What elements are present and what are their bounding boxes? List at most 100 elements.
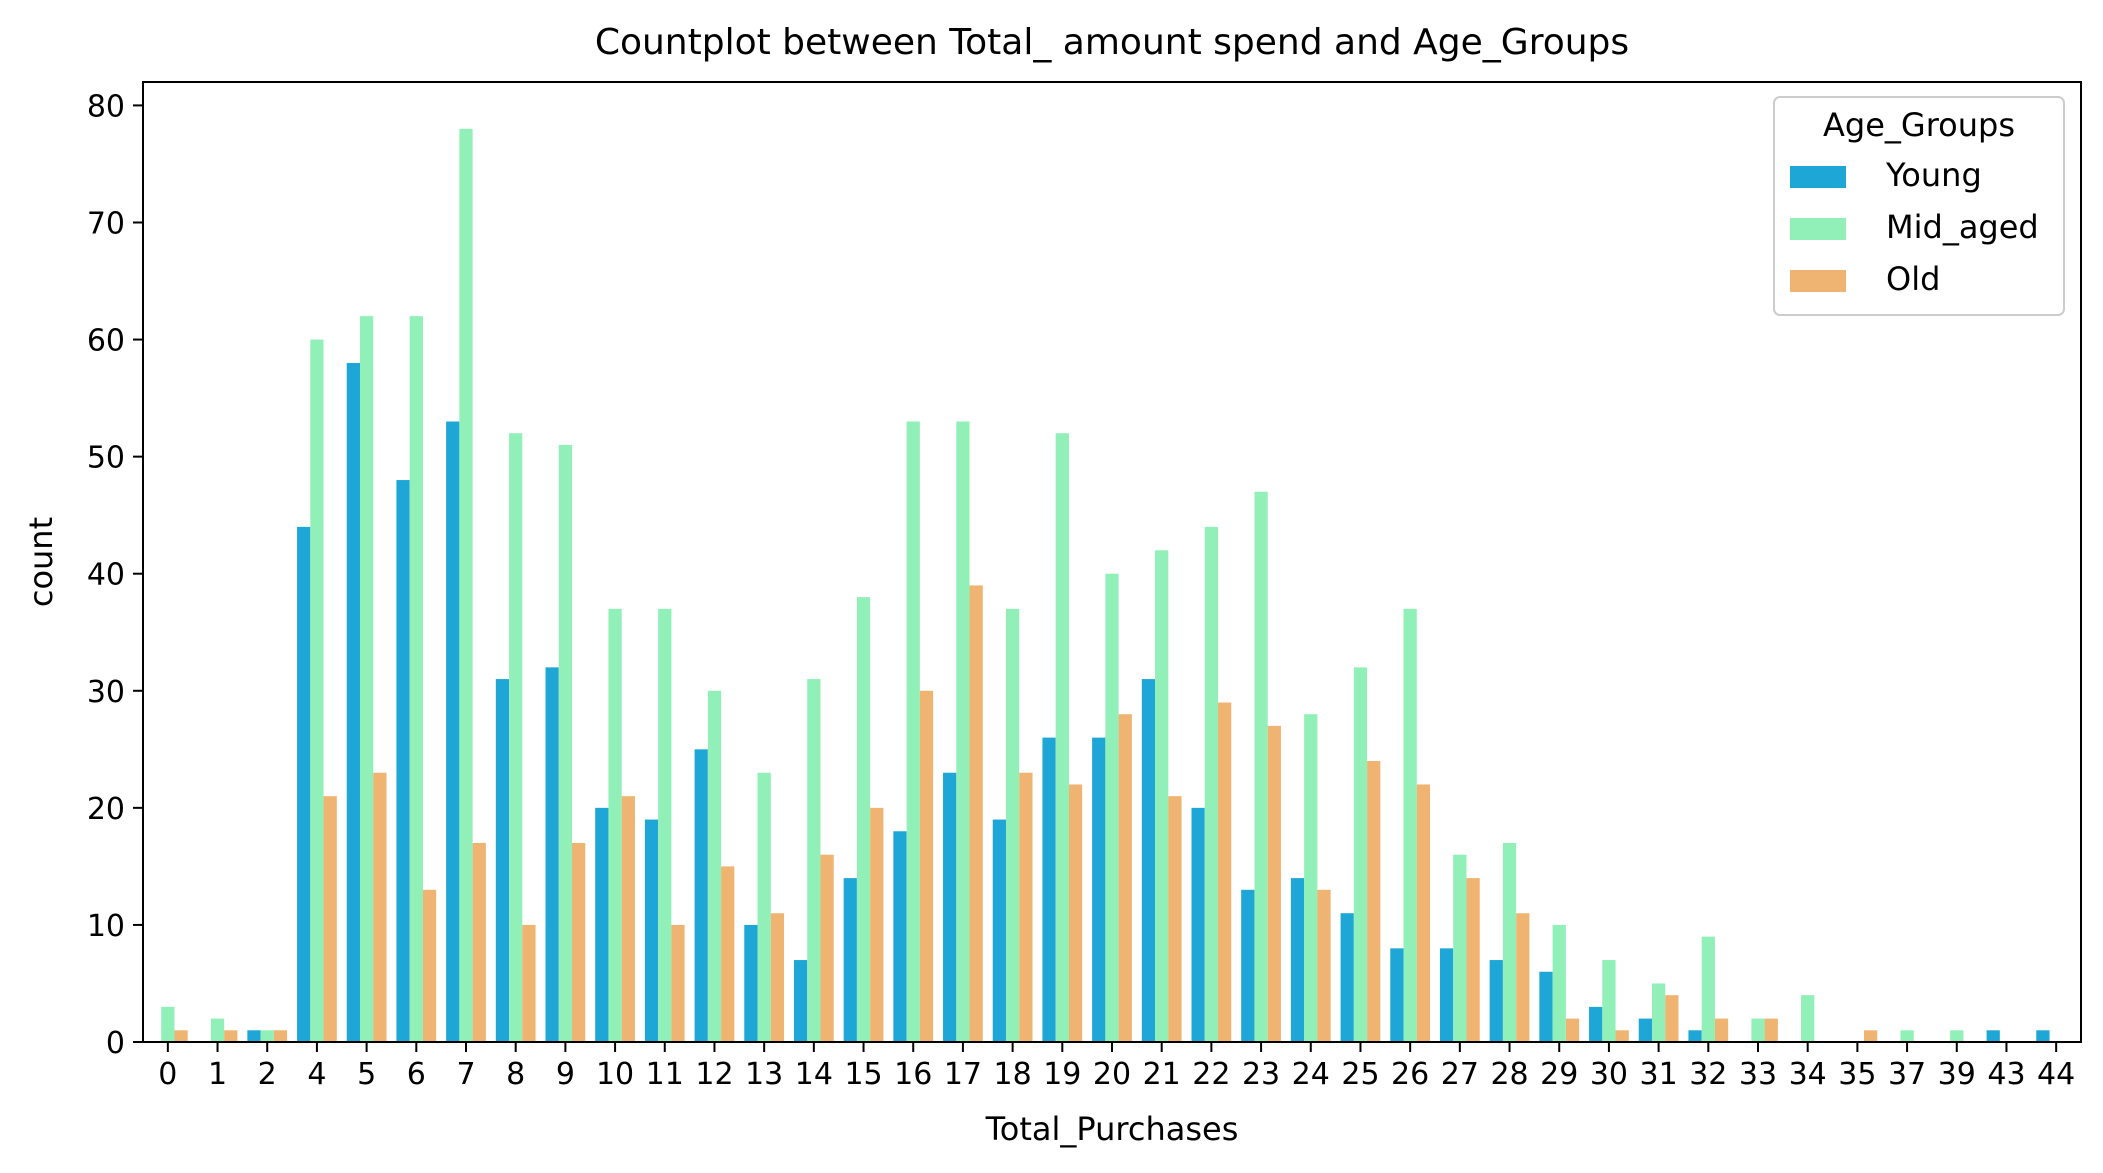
bar-mid-aged-24 bbox=[1304, 714, 1318, 1042]
x-axis-label: Total_Purchases bbox=[985, 1110, 1239, 1148]
bar-mid-aged-19 bbox=[1055, 433, 1069, 1043]
bar-old-1 bbox=[224, 1030, 238, 1042]
bar-young-2 bbox=[247, 1030, 261, 1042]
bar-young-12 bbox=[694, 749, 708, 1042]
bar-old-11 bbox=[671, 924, 685, 1042]
x-tick-label: 6 bbox=[407, 1057, 426, 1092]
bar-young-17 bbox=[943, 772, 957, 1042]
legend-label-young: Young bbox=[1885, 156, 1982, 194]
plot-frame bbox=[142, 81, 2082, 1043]
legend-title: Age_Groups bbox=[1823, 106, 2015, 144]
x-tick-label: 7 bbox=[456, 1057, 475, 1092]
bar-old-33 bbox=[1764, 1018, 1778, 1042]
bar-mid-aged-16 bbox=[906, 421, 920, 1042]
x-tick-label: 16 bbox=[894, 1057, 932, 1092]
bar-old-6 bbox=[422, 889, 437, 1042]
chart-title: Countplot between Total_ amount spend an… bbox=[595, 22, 1629, 63]
bar-mid-aged-31 bbox=[1651, 983, 1666, 1042]
bar-old-14 bbox=[820, 854, 834, 1042]
x-tick-label: 26 bbox=[1391, 1057, 1429, 1092]
y-tick-label: 30 bbox=[87, 675, 125, 710]
bar-young-22 bbox=[1191, 807, 1205, 1042]
y-axis: 0 10 20 30 40 50 60 70 80 bbox=[87, 89, 143, 1061]
legend-frame bbox=[1773, 96, 2065, 316]
x-tick-label: 28 bbox=[1490, 1057, 1528, 1092]
bar-mid-aged-32 bbox=[1701, 936, 1715, 1042]
x-tick-label: 37 bbox=[1888, 1057, 1926, 1092]
y-tick-label: 40 bbox=[87, 558, 125, 593]
bar-old-12 bbox=[721, 866, 735, 1042]
bar-mid-aged-9 bbox=[558, 444, 573, 1042]
bar-old-26 bbox=[1416, 784, 1431, 1042]
bar-old-32 bbox=[1714, 1018, 1729, 1042]
x-tick-label: 4 bbox=[307, 1057, 326, 1092]
x-tick-label: 43 bbox=[1987, 1057, 2025, 1092]
bar-old-4 bbox=[323, 796, 337, 1042]
bar-young-31 bbox=[1638, 1018, 1652, 1042]
bar-young-6 bbox=[396, 480, 410, 1042]
bar-old-5 bbox=[373, 772, 387, 1042]
bar-old-20 bbox=[1118, 714, 1132, 1042]
bar-old-0 bbox=[174, 1030, 188, 1042]
bar-old-10 bbox=[621, 796, 635, 1042]
bar-young-28 bbox=[1489, 960, 1503, 1042]
bar-young-11 bbox=[644, 819, 659, 1042]
bar-old-23 bbox=[1267, 725, 1281, 1042]
bar-young-15 bbox=[843, 878, 857, 1042]
bar-old-29 bbox=[1565, 1018, 1580, 1042]
x-tick-label: 35 bbox=[1838, 1057, 1876, 1092]
bar-old-31 bbox=[1665, 995, 1679, 1042]
x-tick-label: 44 bbox=[2037, 1057, 2075, 1092]
bar-mid-aged-18 bbox=[1005, 608, 1020, 1042]
bar-young-20 bbox=[1092, 737, 1106, 1042]
bar-mid-aged-6 bbox=[409, 316, 423, 1042]
bar-young-10 bbox=[595, 807, 609, 1042]
bar-young-30 bbox=[1589, 1006, 1603, 1042]
bar-mid-aged-26 bbox=[1403, 608, 1417, 1042]
bar-young-18 bbox=[992, 819, 1006, 1042]
bar-mid-aged-17 bbox=[956, 421, 970, 1042]
bar-young-8 bbox=[495, 679, 510, 1042]
bar-mid-aged-33 bbox=[1751, 1018, 1765, 1042]
bar-old-22 bbox=[1218, 702, 1232, 1042]
bar-mid-aged-8 bbox=[509, 433, 523, 1043]
bar-old-35 bbox=[1864, 1030, 1878, 1042]
bar-mid-aged-21 bbox=[1155, 550, 1169, 1042]
x-tick-label: 0 bbox=[158, 1057, 177, 1092]
x-tick-label: 9 bbox=[556, 1057, 575, 1092]
bars-layer bbox=[161, 128, 2050, 1043]
bar-old-21 bbox=[1168, 796, 1182, 1042]
legend-label-old: Old bbox=[1886, 260, 1940, 298]
bar-old-9 bbox=[572, 842, 586, 1042]
x-tick-label: 11 bbox=[646, 1057, 684, 1092]
bar-old-24 bbox=[1317, 889, 1331, 1042]
bar-young-21 bbox=[1141, 679, 1156, 1042]
x-tick-label: 33 bbox=[1739, 1057, 1777, 1092]
bar-young-26 bbox=[1390, 948, 1404, 1042]
bar-mid-aged-1 bbox=[210, 1018, 225, 1042]
legend-swatch-old bbox=[1790, 270, 1846, 292]
y-tick-label: 20 bbox=[87, 792, 125, 827]
bar-young-23 bbox=[1241, 889, 1255, 1042]
x-tick-label: 15 bbox=[844, 1057, 882, 1092]
bar-old-16 bbox=[919, 690, 934, 1042]
x-tick-label: 2 bbox=[258, 1057, 277, 1092]
bar-old-27 bbox=[1466, 878, 1480, 1042]
bar-mid-aged-12 bbox=[707, 690, 722, 1042]
bar-old-18 bbox=[1019, 772, 1033, 1042]
bar-old-15 bbox=[870, 807, 884, 1042]
x-tick-label: 8 bbox=[506, 1057, 525, 1092]
y-tick-label: 0 bbox=[106, 1026, 125, 1061]
x-tick-label: 32 bbox=[1689, 1057, 1727, 1092]
bar-young-29 bbox=[1539, 971, 1553, 1042]
bar-young-9 bbox=[545, 667, 559, 1042]
y-tick-label: 80 bbox=[87, 89, 125, 124]
bar-old-8 bbox=[522, 924, 536, 1042]
bar-mid-aged-23 bbox=[1254, 491, 1268, 1042]
bar-mid-aged-5 bbox=[359, 316, 374, 1042]
bar-mid-aged-27 bbox=[1453, 854, 1467, 1042]
bar-mid-aged-2 bbox=[260, 1030, 274, 1042]
bar-old-7 bbox=[472, 842, 486, 1042]
x-tick-label: 30 bbox=[1590, 1057, 1628, 1092]
x-tick-label: 5 bbox=[357, 1057, 376, 1092]
